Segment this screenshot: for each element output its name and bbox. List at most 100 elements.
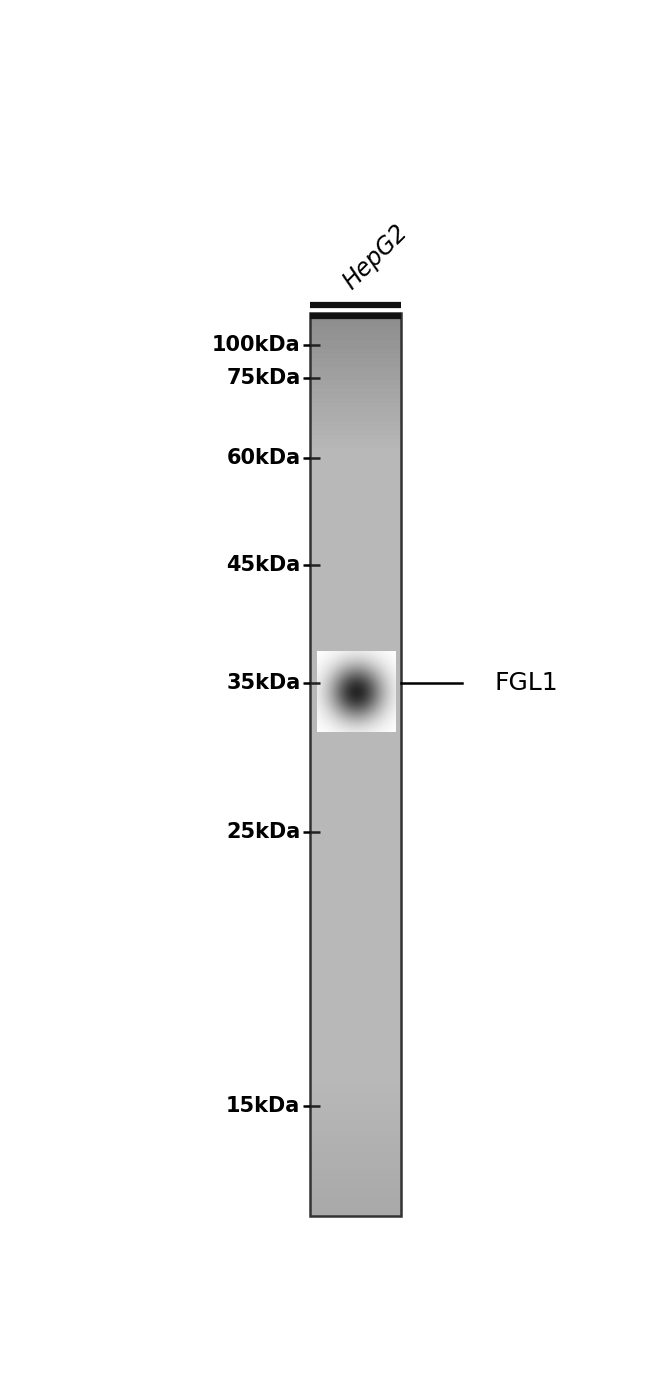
Bar bbox=[311, 416, 401, 422]
Bar bbox=[311, 353, 401, 359]
Bar bbox=[311, 1075, 401, 1082]
Bar bbox=[311, 923, 401, 928]
Bar bbox=[311, 452, 401, 458]
Bar bbox=[311, 840, 401, 846]
Bar bbox=[311, 1148, 401, 1153]
Bar bbox=[311, 1194, 401, 1199]
Bar bbox=[311, 376, 401, 381]
Text: 100kDa: 100kDa bbox=[212, 335, 300, 355]
Bar bbox=[311, 836, 401, 842]
Bar bbox=[311, 1067, 401, 1072]
Bar bbox=[311, 470, 401, 476]
Bar bbox=[311, 525, 401, 530]
Bar bbox=[311, 1129, 401, 1135]
Bar bbox=[311, 981, 401, 987]
Bar bbox=[311, 958, 401, 963]
Bar bbox=[311, 398, 401, 403]
Bar bbox=[311, 1093, 401, 1099]
Bar bbox=[311, 927, 401, 933]
Text: 15kDa: 15kDa bbox=[226, 1096, 300, 1115]
Bar bbox=[311, 782, 401, 787]
Bar bbox=[311, 886, 401, 892]
Bar bbox=[311, 745, 401, 751]
Bar bbox=[311, 1085, 401, 1090]
Bar bbox=[311, 733, 401, 738]
Bar bbox=[311, 917, 401, 923]
Bar bbox=[311, 1016, 401, 1022]
Bar bbox=[311, 543, 401, 549]
Bar bbox=[311, 592, 401, 597]
Bar bbox=[311, 515, 401, 521]
Bar bbox=[311, 1170, 401, 1175]
Bar bbox=[311, 701, 401, 706]
Bar bbox=[311, 507, 401, 512]
Bar bbox=[311, 972, 401, 977]
Bar bbox=[311, 1089, 401, 1094]
Text: FGL1: FGL1 bbox=[494, 671, 558, 695]
Bar bbox=[311, 422, 401, 427]
Bar bbox=[311, 1058, 401, 1064]
Text: 60kDa: 60kDa bbox=[226, 448, 300, 468]
Bar bbox=[311, 1152, 401, 1157]
Bar bbox=[311, 430, 401, 436]
Bar bbox=[311, 493, 401, 498]
Bar bbox=[311, 1157, 401, 1163]
Bar bbox=[311, 367, 401, 373]
Bar bbox=[311, 575, 401, 581]
Bar bbox=[311, 935, 401, 941]
Bar bbox=[311, 389, 401, 395]
Bar bbox=[311, 321, 401, 327]
Bar bbox=[311, 1125, 401, 1131]
Bar bbox=[311, 1034, 401, 1040]
Bar bbox=[311, 371, 401, 377]
Bar bbox=[311, 1071, 401, 1076]
Bar bbox=[311, 313, 401, 1216]
Bar bbox=[311, 357, 401, 363]
Bar bbox=[311, 489, 401, 494]
Bar bbox=[311, 1166, 401, 1171]
Bar bbox=[311, 963, 401, 969]
Bar bbox=[311, 444, 401, 450]
Text: 25kDa: 25kDa bbox=[226, 822, 300, 842]
Bar bbox=[311, 818, 401, 824]
Bar bbox=[311, 1139, 401, 1145]
Bar bbox=[311, 1022, 401, 1027]
Bar bbox=[311, 484, 401, 490]
Bar bbox=[311, 1026, 401, 1032]
Bar bbox=[311, 557, 401, 563]
Bar bbox=[311, 579, 401, 585]
Bar bbox=[311, 905, 401, 910]
Bar bbox=[311, 480, 401, 486]
Bar bbox=[311, 899, 401, 905]
Bar bbox=[311, 313, 401, 318]
Bar bbox=[311, 755, 401, 761]
Bar bbox=[311, 440, 401, 445]
Bar bbox=[311, 1121, 401, 1127]
Bar bbox=[311, 1180, 401, 1185]
Bar bbox=[311, 1143, 401, 1149]
Bar bbox=[311, 547, 401, 553]
Bar bbox=[311, 697, 401, 702]
Bar bbox=[311, 570, 401, 575]
Bar bbox=[311, 705, 401, 711]
Bar bbox=[311, 584, 401, 589]
Bar bbox=[311, 741, 401, 747]
Bar bbox=[311, 1030, 401, 1036]
Bar bbox=[311, 859, 401, 864]
Bar bbox=[311, 597, 401, 603]
Bar bbox=[311, 434, 401, 440]
Bar bbox=[311, 778, 401, 783]
Bar bbox=[311, 678, 401, 684]
Bar bbox=[311, 345, 401, 350]
Bar bbox=[311, 602, 401, 607]
Bar bbox=[311, 664, 401, 670]
Bar bbox=[311, 1206, 401, 1212]
Bar bbox=[311, 498, 401, 504]
Bar bbox=[311, 913, 401, 919]
Bar bbox=[311, 1202, 401, 1208]
Bar bbox=[311, 529, 401, 535]
Bar bbox=[311, 1048, 401, 1054]
Bar bbox=[311, 759, 401, 765]
Bar bbox=[311, 692, 401, 698]
Bar bbox=[311, 456, 401, 462]
